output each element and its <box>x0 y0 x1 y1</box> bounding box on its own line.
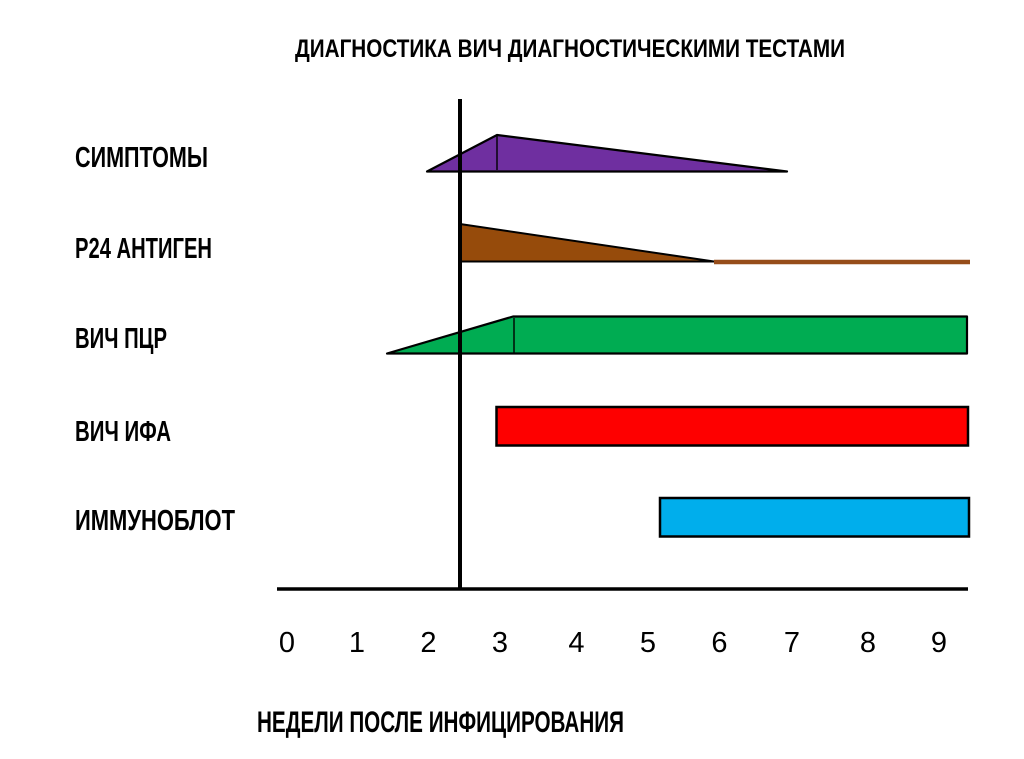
svg-text:ВИЧ ИФА: ВИЧ ИФА <box>75 416 171 448</box>
svg-text:НЕДЕЛИ ПОСЛЕ ИНФИЦИРОВАНИЯ: НЕДЕЛИ ПОСЛЕ ИНФИЦИРОВАНИЯ <box>257 706 624 739</box>
svg-text:Р24 АНТИГЕН: Р24 АНТИГЕН <box>75 233 212 265</box>
svg-text:9: 9 <box>931 627 947 659</box>
svg-text:3: 3 <box>492 627 508 659</box>
svg-text:1: 1 <box>349 627 365 659</box>
svg-text:ВИЧ ПЦР: ВИЧ ПЦР <box>75 323 167 355</box>
svg-text:8: 8 <box>860 627 876 659</box>
svg-text:5: 5 <box>640 627 656 659</box>
svg-text:СИМПТОМЫ: СИМПТОМЫ <box>75 142 208 174</box>
svg-text:0: 0 <box>279 627 295 659</box>
svg-text:2: 2 <box>420 627 436 659</box>
svg-text:ИММУНОБЛОТ: ИММУНОБЛОТ <box>75 505 235 537</box>
svg-text:ДИАГНОСТИКА ВИЧ ДИАГНОСТИЧЕСКИ: ДИАГНОСТИКА ВИЧ ДИАГНОСТИЧЕСКИМИ ТЕСТАМИ <box>295 35 845 63</box>
svg-text:4: 4 <box>568 627 584 659</box>
svg-text:7: 7 <box>784 627 800 659</box>
svg-text:6: 6 <box>711 627 727 659</box>
